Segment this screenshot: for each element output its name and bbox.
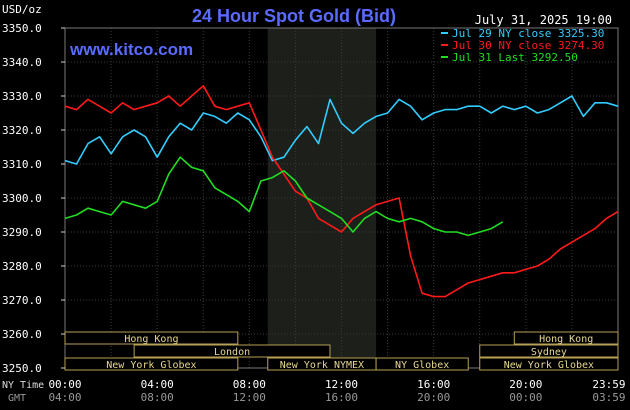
x-tick-label-ny: 00:00 xyxy=(48,378,81,391)
x-tick-label-gmt: 08:00 xyxy=(141,391,174,404)
session-label: NY Globex xyxy=(395,360,449,371)
x-tick-label-gmt: 12:00 xyxy=(233,391,266,404)
nymex-shaded-region xyxy=(267,28,377,368)
session-bar xyxy=(479,357,619,371)
y-axis: 3250.0 3260.0 3270.0 3280.0 3290.0 3300.0 3310… xyxy=(2,22,65,375)
session-bar xyxy=(513,331,619,345)
series-line xyxy=(64,95,619,165)
unit-label: USD/oz xyxy=(2,3,42,16)
x-tick-label-ny: 12:00 xyxy=(325,378,358,391)
legend-entry: Jul 31 Last 3292.50 xyxy=(452,51,578,64)
x-tick-label-gmt: 20:00 xyxy=(417,391,450,404)
x-tick-label-ny: 23:59 xyxy=(592,378,625,391)
session-bars: Hong Kong Hong Kong London Sydney New York G… xyxy=(64,331,619,371)
x-tick-label-ny: 20:00 xyxy=(509,378,542,391)
session-label: New York Globex xyxy=(504,360,594,371)
legend-entry: Jul 30 NY close 3274.30 xyxy=(452,39,604,52)
x-tick-label-gmt: 16:00 xyxy=(325,391,358,404)
x-tick-label-gmt: 00:00 xyxy=(509,391,542,404)
session-bar xyxy=(479,344,619,358)
x-tick-label-gmt: 03:59 xyxy=(592,391,625,404)
y-tick-label: 3280.0 xyxy=(2,260,42,273)
x-tick-label-ny: 04:00 xyxy=(141,378,174,391)
series-line xyxy=(64,85,619,298)
series-lines xyxy=(64,85,619,298)
session-label: Sydney xyxy=(531,347,567,358)
legend-entry: Jul 29 NY close 3325.30 xyxy=(452,27,604,40)
x-axis: 00:0004:0004:0008:0008:0012:0012:0016:00… xyxy=(48,378,625,404)
x-tick-label-ny: 08:00 xyxy=(233,378,266,391)
watermark: www.kitco.com xyxy=(69,40,193,59)
y-tick-label: 3320.0 xyxy=(2,124,42,137)
y-tick-label: 3350.0 xyxy=(2,22,42,35)
session-label: Hong Kong xyxy=(124,334,178,345)
gmt-label: GMT xyxy=(8,393,26,404)
session-bar xyxy=(64,331,239,345)
y-tick-label: 3310.0 xyxy=(2,158,42,171)
session-label: New York NYMEX xyxy=(280,360,364,371)
y-tick-label: 3260.0 xyxy=(2,328,42,341)
y-tick-label: 3340.0 xyxy=(2,56,42,69)
y-tick-label: 3250.0 xyxy=(2,362,42,375)
session-bar xyxy=(133,344,331,358)
y-tick-label: 3330.0 xyxy=(2,90,42,103)
x-tick-label-gmt: 04:00 xyxy=(48,391,81,404)
y-tick-label: 3290.0 xyxy=(2,226,42,239)
x-tick-label-ny: 16:00 xyxy=(417,378,450,391)
session-label: London xyxy=(214,347,250,358)
session-label: Hong Kong xyxy=(539,334,593,345)
y-tick-label: 3270.0 xyxy=(2,294,42,307)
session-label: New York Globex xyxy=(106,360,196,371)
ny-time-label: NY Time xyxy=(2,380,44,391)
datetime-label: July 31, 2025 19:00 xyxy=(475,13,612,27)
session-bar xyxy=(375,357,469,371)
series-line xyxy=(64,156,504,237)
y-tick-label: 3300.0 xyxy=(2,192,42,205)
session-bar xyxy=(64,357,239,371)
chart-title: 24 Hour Spot Gold (Bid) xyxy=(192,6,396,26)
